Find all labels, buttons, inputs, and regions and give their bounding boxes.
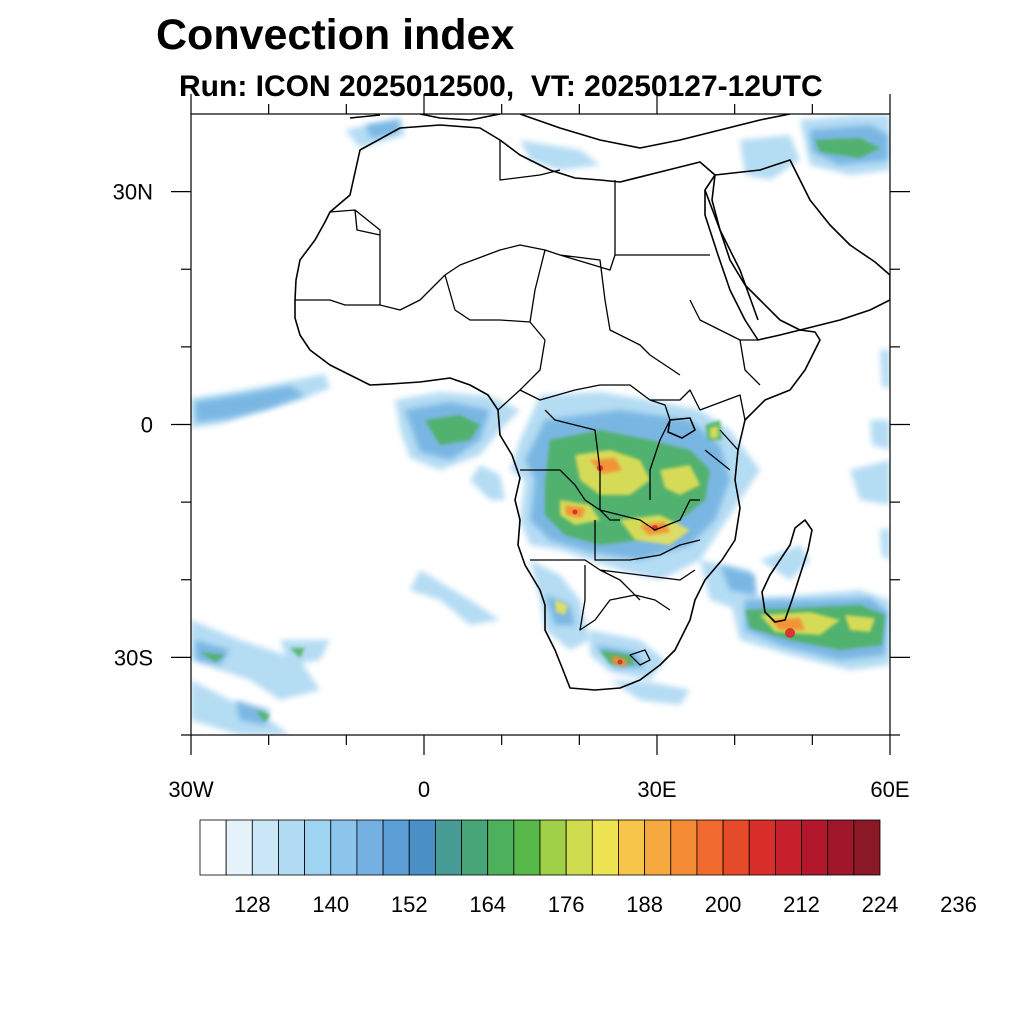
colorbar-label: 152 xyxy=(391,892,428,917)
colorbar-swatch xyxy=(225,819,253,876)
map-title: Convection index xyxy=(156,11,515,59)
europe-coastline xyxy=(349,114,791,149)
colorbar-swatch xyxy=(722,819,750,876)
colorbar-swatch xyxy=(513,819,541,876)
lon-tick-label: 0 xyxy=(418,777,430,802)
colorbar-swatch xyxy=(461,819,489,876)
colorbar-swatch xyxy=(199,819,227,876)
colorbar-swatch xyxy=(487,819,515,876)
colorbar-swatch xyxy=(853,819,881,876)
colorbar-label: 140 xyxy=(312,892,349,917)
lon-tick-label: 30W xyxy=(168,777,213,802)
lake-victoria xyxy=(667,417,696,439)
colorbar-swatch xyxy=(591,819,619,876)
convection-field xyxy=(191,115,890,735)
colorbar-swatch xyxy=(330,819,358,876)
colorbar-swatch xyxy=(670,819,698,876)
colorbar-swatch xyxy=(618,819,646,876)
red-sea xyxy=(704,189,759,321)
colorbar-swatch xyxy=(539,819,567,876)
colorbar-label: 200 xyxy=(705,892,742,917)
colorbar-label: 164 xyxy=(469,892,506,917)
colorbar-label: 212 xyxy=(783,892,820,917)
colorbar-swatch xyxy=(408,819,436,876)
somalia-border xyxy=(689,299,761,386)
colorbar-swatch xyxy=(251,819,279,876)
lat-tick-label: 0 xyxy=(141,413,153,438)
colorbar-label: 236 xyxy=(940,892,977,917)
colorbar-swatch xyxy=(644,819,672,876)
madagascar-coastline xyxy=(761,519,813,623)
borders xyxy=(295,140,746,666)
colorbar-swatch xyxy=(774,819,802,876)
lon-tick-label: 30E xyxy=(637,777,676,802)
axis-ticks xyxy=(171,94,910,755)
colorbar-label: 176 xyxy=(548,892,585,917)
lon-tick-label: 60E xyxy=(870,777,909,802)
colorbar-swatch xyxy=(278,819,306,876)
colorbar-swatch xyxy=(801,819,829,876)
colorbar: 128 140 152 164 176 188 200 212 224 236 xyxy=(199,819,977,917)
colorbar-swatch xyxy=(434,819,462,876)
lat-tick-label: 30N xyxy=(113,180,153,205)
map-subtitle: Run: ICON 2025012500, VT: 20250127-12UTC xyxy=(179,70,823,103)
lat-tick-label: 30S xyxy=(114,645,153,670)
colorbar-label: 128 xyxy=(234,892,271,917)
colorbar-swatch xyxy=(748,819,776,876)
colorbar-swatch xyxy=(382,819,410,876)
colorbar-swatch xyxy=(565,819,593,876)
colorbar-label: 224 xyxy=(862,892,899,917)
colorbar-swatch xyxy=(696,819,724,876)
colorbar-swatch xyxy=(304,819,332,876)
colorbar-swatch xyxy=(827,819,855,876)
arabia-coastline xyxy=(711,159,890,331)
colorbar-label: 188 xyxy=(626,892,663,917)
axis-tick-labels: 30W 0 30E 60E 30N 0 30S xyxy=(113,180,910,802)
colorbar-swatch xyxy=(356,819,384,876)
coastlines-and-borders xyxy=(294,114,890,691)
